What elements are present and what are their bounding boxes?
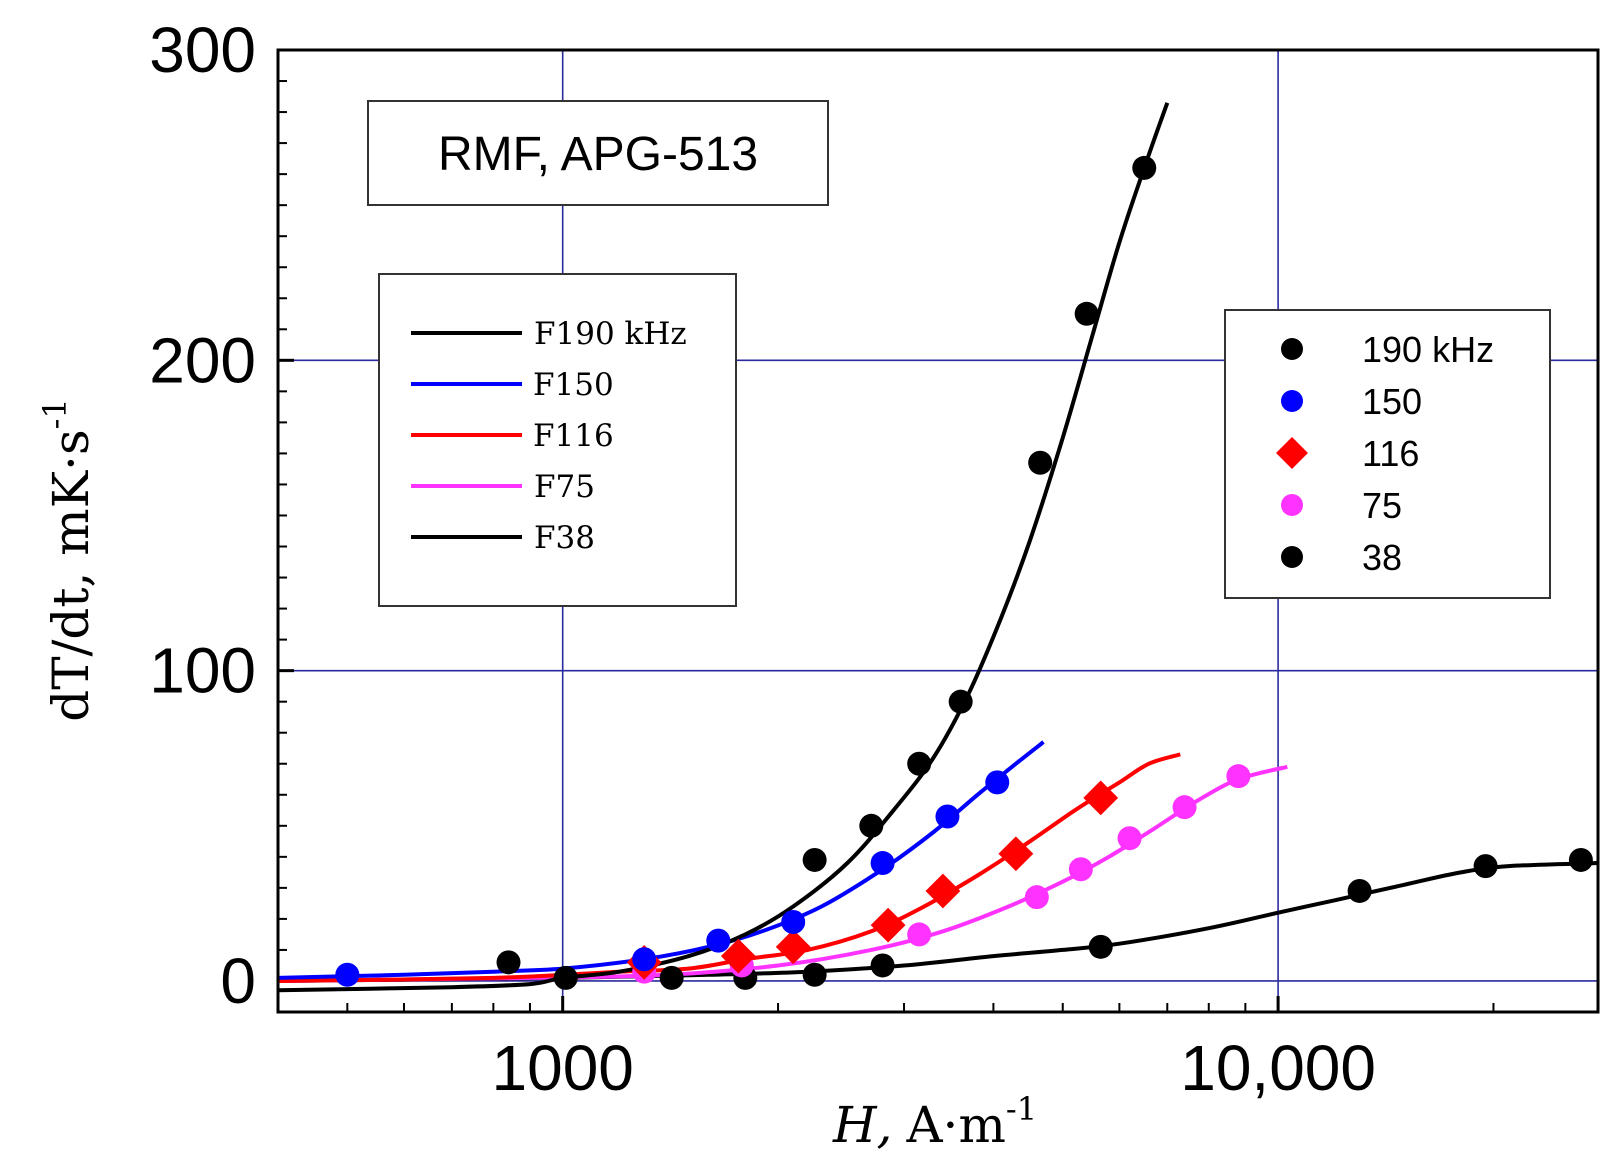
- x-tick-label: 1000: [492, 1032, 634, 1104]
- y-tick-labels: 0 100 200 300: [149, 14, 256, 1017]
- data-point-75: [1117, 826, 1142, 851]
- data-point-116: [870, 907, 906, 943]
- plot-frame: [276, 48, 1600, 1014]
- marker-legend-label: 116: [1362, 433, 1419, 474]
- data-point-75: [1172, 795, 1197, 820]
- data-point-75: [907, 922, 932, 947]
- data-point-38: [659, 965, 684, 990]
- y-axis-title: dT/dt, mK·s-1: [36, 398, 100, 722]
- data-point-190-kHz: [1132, 155, 1157, 180]
- y-tick-label: 200: [149, 324, 256, 396]
- data-point-75: [1068, 857, 1093, 882]
- data-point-38: [1347, 878, 1372, 903]
- y-tick-label: 300: [149, 14, 256, 86]
- fit-legend-label: F38: [534, 520, 595, 556]
- fit-legend-label: F75: [534, 469, 595, 505]
- fit-legend-label: F190 kHz: [534, 316, 687, 352]
- data-point-150: [985, 770, 1010, 795]
- y-tick-label: 0: [220, 945, 256, 1017]
- fit-legend-label: F150: [533, 367, 614, 403]
- data-point-190-kHz: [907, 751, 932, 776]
- data-point-190-kHz: [1074, 301, 1099, 326]
- marker-legend-symbol: [1281, 494, 1303, 516]
- marker-legend-label: 38: [1362, 537, 1402, 578]
- data-point-150: [335, 962, 360, 987]
- data-point-38: [1473, 854, 1498, 879]
- data-point-38: [1568, 847, 1593, 872]
- x-axis-title-exp: -1: [1006, 1090, 1037, 1128]
- series-layer: [277, 102, 1599, 993]
- x-axis-title-unit: A·m: [905, 1096, 1005, 1154]
- data-point-38: [870, 953, 895, 978]
- data-point-116: [925, 873, 961, 909]
- y-tick-label: 100: [149, 635, 256, 707]
- data-point-116: [775, 929, 811, 965]
- x-tick-label: 10,000: [1180, 1032, 1376, 1104]
- marker-legend-symbol: [1276, 437, 1308, 469]
- data-point-150: [632, 947, 657, 972]
- marker-legend-label: 75: [1362, 485, 1402, 526]
- y-axis-title-text: dT/dt, mK·s: [42, 429, 100, 721]
- title-box: RMF, APG-513: [367, 100, 829, 206]
- fit-legend-box: [378, 273, 737, 607]
- data-point-150: [935, 804, 960, 829]
- fit-legend-label: F116: [533, 418, 614, 454]
- data-point-38: [802, 962, 827, 987]
- x-axis-title: H, A·m-1: [832, 1090, 1037, 1154]
- data-point-75: [1024, 885, 1049, 910]
- marker-legend: 190 kHz 150 116 75 38: [1224, 309, 1551, 599]
- data-point-190-kHz: [553, 965, 578, 990]
- data-point-116: [1083, 780, 1119, 816]
- data-point-150: [706, 928, 731, 953]
- data-point-190-kHz: [496, 950, 521, 975]
- marker-legend-label: 190 kHz: [1362, 329, 1494, 370]
- data-point-190-kHz: [948, 689, 973, 714]
- data-point-150: [870, 851, 895, 876]
- data-point-75: [1226, 764, 1251, 789]
- data-point-150: [781, 910, 806, 935]
- data-point-38: [1088, 934, 1113, 959]
- marker-legend-label: 150: [1362, 381, 1422, 422]
- y-axis-title-exp: -1: [36, 398, 74, 429]
- x-tick-labels: 1000 10,000: [492, 1032, 1376, 1104]
- data-point-190-kHz: [802, 847, 827, 872]
- data-point-116: [998, 836, 1034, 872]
- chart-title: RMF, APG-513: [438, 128, 758, 181]
- data-point-190-kHz: [859, 813, 884, 838]
- data-point-190-kHz: [1028, 450, 1053, 475]
- marker-legend-symbol: [1281, 338, 1303, 360]
- fit-legend: F190 kHz F150 F116 F75 F38: [378, 273, 737, 607]
- data-point-116: [720, 938, 756, 974]
- x-axis-title-italic: H,: [832, 1096, 893, 1154]
- marker-legend-symbol: [1281, 390, 1303, 412]
- marker-legend-symbol: [1281, 546, 1303, 568]
